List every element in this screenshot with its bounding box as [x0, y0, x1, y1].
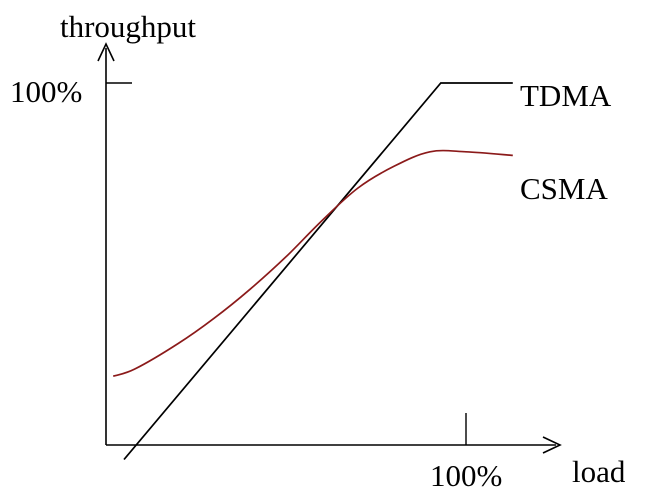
y-tick-label: 100%: [10, 74, 82, 109]
series: [112, 82, 513, 461]
series-label-csma: CSMA: [520, 171, 608, 206]
x-axis-arrowhead: [542, 436, 562, 454]
x-tick-label: 100%: [430, 458, 502, 493]
x-axis-label: load: [572, 454, 626, 489]
series-line-tdma: [123, 82, 513, 461]
axes: [97, 42, 562, 454]
y-axis-arrowhead: [97, 42, 115, 62]
ticks: [106, 82, 467, 445]
y-axis-label: throughput: [60, 9, 196, 44]
series-line-csma: [112, 149, 513, 378]
series-label-tdma: TDMA: [520, 78, 612, 113]
